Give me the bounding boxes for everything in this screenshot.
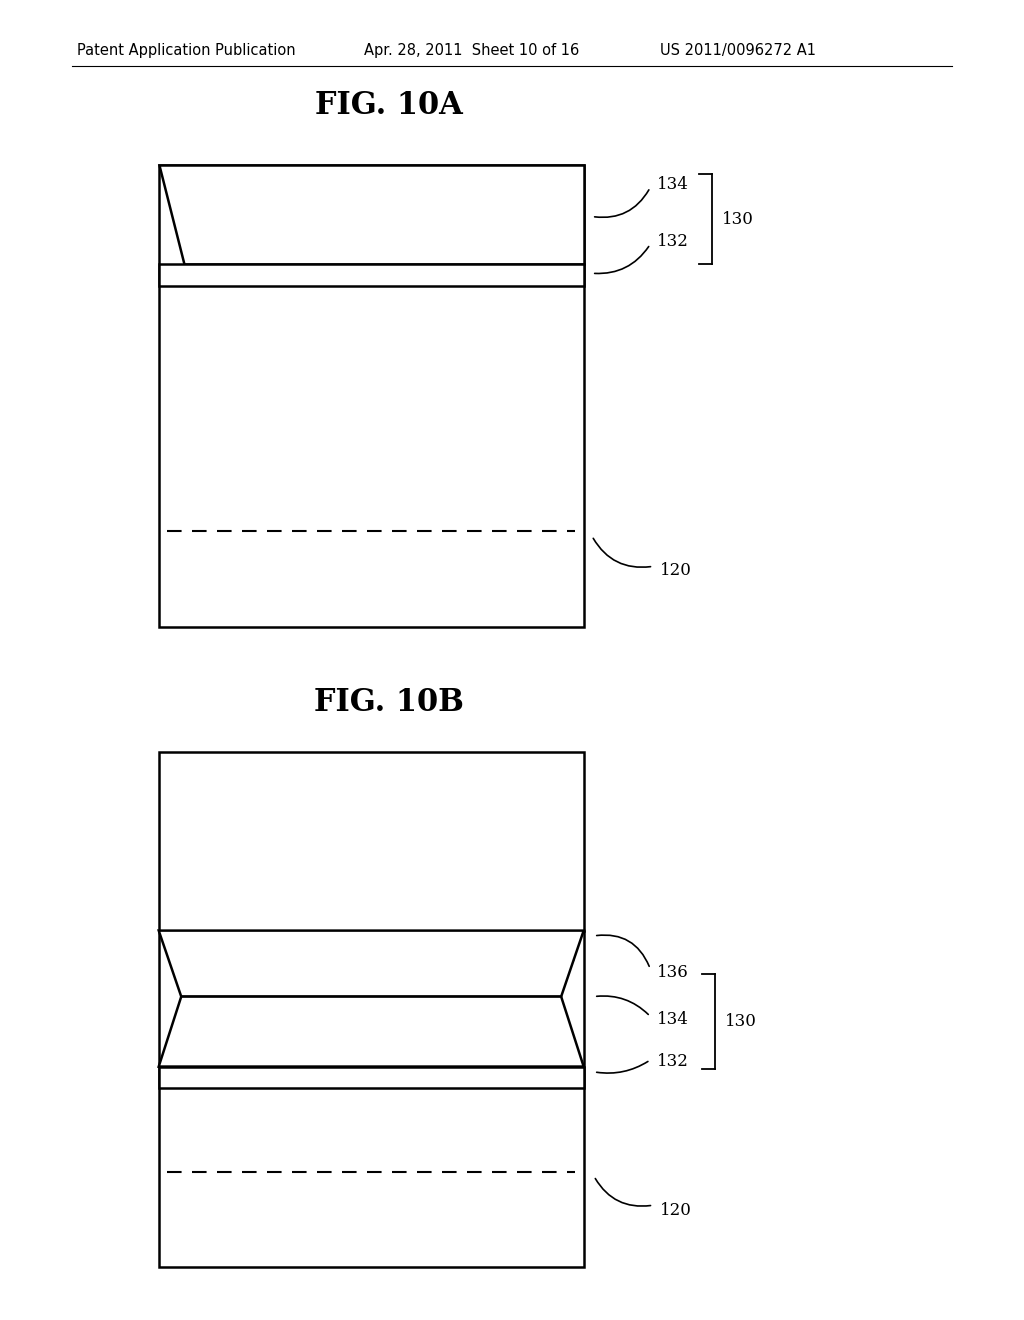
Polygon shape bbox=[159, 997, 584, 1067]
Text: Patent Application Publication: Patent Application Publication bbox=[77, 42, 296, 58]
Bar bbox=[159, 165, 584, 627]
Bar bbox=[159, 264, 584, 286]
Bar bbox=[159, 752, 584, 1267]
Text: 132: 132 bbox=[657, 1053, 689, 1069]
Text: 120: 120 bbox=[659, 1203, 691, 1218]
Text: 120: 120 bbox=[659, 562, 691, 578]
Bar bbox=[159, 1067, 584, 1088]
Text: 134: 134 bbox=[657, 1011, 689, 1027]
Text: US 2011/0096272 A1: US 2011/0096272 A1 bbox=[660, 42, 816, 58]
Text: 136: 136 bbox=[657, 965, 689, 981]
Text: 130: 130 bbox=[725, 1014, 757, 1030]
Text: FIG. 10B: FIG. 10B bbox=[314, 686, 464, 718]
Polygon shape bbox=[159, 931, 584, 997]
Text: Apr. 28, 2011  Sheet 10 of 16: Apr. 28, 2011 Sheet 10 of 16 bbox=[364, 42, 579, 58]
Text: 130: 130 bbox=[722, 211, 754, 227]
Polygon shape bbox=[159, 165, 584, 264]
Text: 132: 132 bbox=[657, 234, 689, 249]
Text: FIG. 10A: FIG. 10A bbox=[315, 90, 463, 121]
Text: 134: 134 bbox=[657, 177, 689, 193]
